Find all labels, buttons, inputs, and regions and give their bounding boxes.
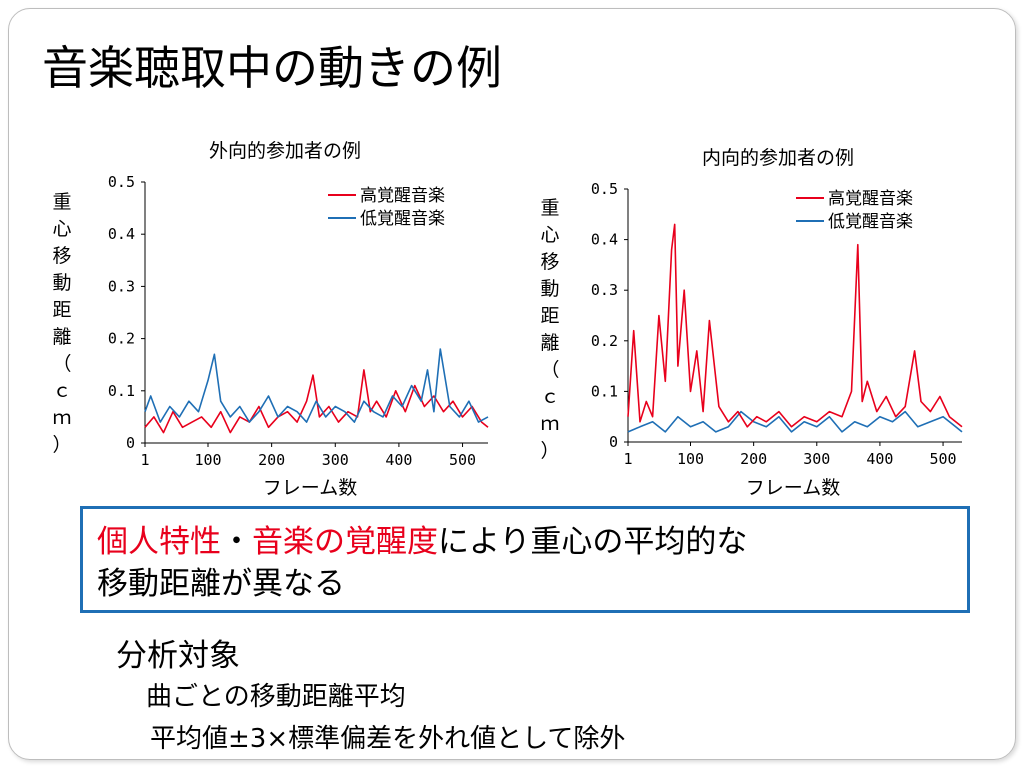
y-tick-label: 0.2	[591, 332, 618, 350]
x-tick-label: 200	[740, 450, 767, 468]
x-tick-label: 500	[930, 450, 957, 468]
x-tick-label: 100	[677, 450, 704, 468]
x-axis-label: フレーム数	[746, 477, 840, 499]
summary-separator: ・	[221, 524, 252, 560]
y-tick-label: 0.4	[591, 231, 618, 249]
y-tick-label: 0	[609, 433, 618, 451]
legend-label: 低覚醒音楽	[828, 212, 913, 232]
y-tick-label: 0	[126, 434, 135, 452]
y-axis-label: 重心移動距離（ｃｍ）	[52, 191, 71, 456]
y-axis-label: 重心移動距離（ｃｍ）	[540, 197, 559, 462]
detail-line-2: 平均値±3×標準偏差を外れ値として除外	[150, 724, 626, 754]
series-line-high	[144, 369, 489, 434]
x-tick-label: 1	[140, 451, 149, 469]
slide-frame	[8, 8, 1016, 760]
y-tick-label: 0.1	[108, 382, 135, 400]
y-tick-label: 0.1	[591, 382, 618, 400]
summary-text-line2: 移動距離が異なる	[97, 566, 345, 602]
y-tick-label: 0.3	[591, 281, 618, 299]
x-tick-label: 300	[803, 450, 830, 468]
x-axis-label: フレーム数	[263, 477, 357, 499]
x-tick-label: 200	[258, 451, 285, 469]
section-heading: 分析対象	[116, 638, 240, 674]
legend-label: 低覚醒音楽	[360, 209, 445, 229]
series-line-high	[627, 223, 963, 428]
y-tick-label: 0.5	[108, 173, 135, 191]
summary-highlight-arousal: 音楽の覚醒度	[252, 524, 438, 560]
x-tick-label: 400	[866, 450, 893, 468]
y-tick-label: 0.3	[108, 277, 135, 295]
y-tick-label: 0.4	[108, 225, 135, 243]
x-tick-label: 400	[385, 451, 412, 469]
y-tick-label: 0.5	[591, 180, 618, 198]
x-tick-label: 1	[623, 450, 632, 468]
x-tick-label: 300	[322, 451, 349, 469]
detail-line-1: 曲ごとの移動距離平均	[146, 682, 406, 712]
chart-title: 外向的参加者の例	[209, 140, 361, 162]
legend-label: 高覚醒音楽	[828, 189, 913, 209]
x-tick-label: 500	[449, 451, 476, 469]
summary-text-line1: により重心の平均的な	[438, 524, 748, 560]
summary-highlight-trait: 個人特性	[97, 524, 221, 560]
legend-label: 高覚醒音楽	[360, 186, 445, 206]
series-line-low	[144, 348, 489, 423]
chart-title: 内向的参加者の例	[702, 147, 854, 169]
summary-box: 個人特性・音楽の覚醒度により重心の平均的な 移動距離が異なる	[80, 506, 970, 613]
y-tick-label: 0.2	[108, 330, 135, 348]
slide-title: 音楽聴取中の動きの例	[42, 41, 502, 95]
x-tick-label: 100	[194, 451, 221, 469]
series-line-low	[627, 410, 963, 433]
